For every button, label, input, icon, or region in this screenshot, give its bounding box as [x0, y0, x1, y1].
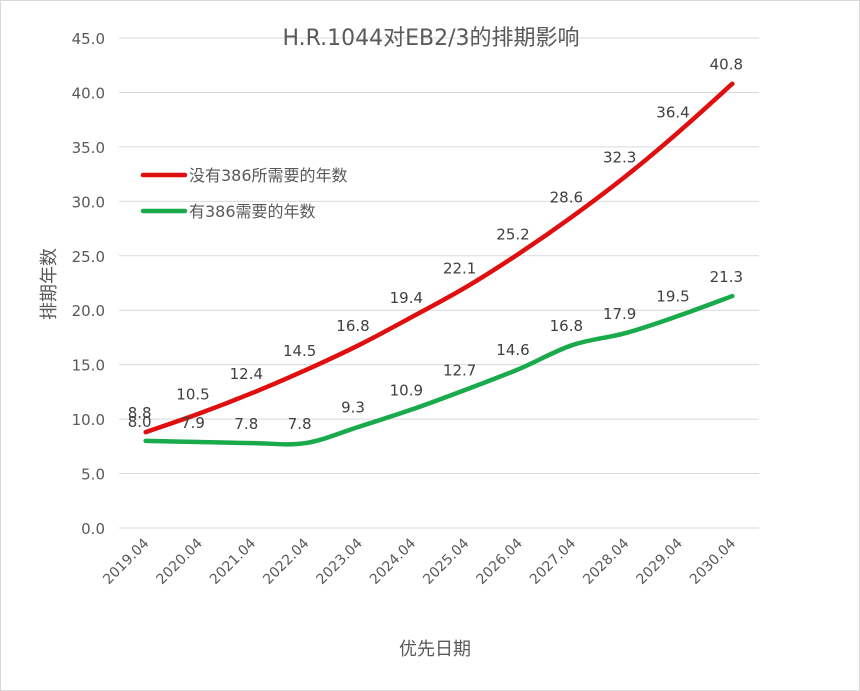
x-tick-label: 2024.04	[367, 535, 419, 587]
x-tick-label: 2020.04	[154, 535, 206, 587]
data-label: 22.1	[443, 259, 476, 277]
x-tick-label: 2029.04	[634, 535, 686, 587]
data-label: 8.8	[128, 404, 152, 422]
x-tick-label: 2023.04	[314, 535, 366, 587]
x-tick-label: 2030.04	[687, 535, 739, 587]
x-tick-labels: 2019.04 2020.04 2021.04 2022.04 2023.04 2024.…	[100, 535, 739, 587]
x-tick-label: 2027.04	[527, 535, 579, 587]
y-tick-label: 40.0	[72, 84, 105, 102]
x-tick-label: 2026.04	[474, 535, 526, 587]
data-label: 16.8	[550, 317, 583, 335]
y-tick-label: 5.0	[81, 466, 105, 484]
x-tick-label: 2021.04	[207, 535, 259, 587]
y-tick-label: 35.0	[72, 139, 105, 157]
y-tick-label: 0.0	[81, 520, 105, 538]
data-label: 12.7	[443, 362, 476, 380]
data-label: 7.9	[181, 414, 205, 432]
data-label: 19.4	[390, 289, 423, 307]
data-label: 40.8	[710, 56, 743, 74]
y-tick-label: 15.0	[72, 357, 105, 375]
data-label: 8.0	[128, 413, 152, 431]
x-tick-label: 2019.04	[100, 535, 152, 587]
data-label: 14.5	[283, 342, 316, 360]
data-label: 9.3	[341, 399, 365, 417]
data-label: 10.9	[390, 381, 423, 399]
data-label: 14.6	[496, 341, 529, 359]
data-label: 19.5	[656, 288, 689, 306]
x-tick-label: 2028.04	[580, 535, 632, 587]
data-label: 12.4	[230, 365, 263, 383]
gridlines	[119, 37, 759, 529]
data-labels: 8.8 10.5 12.4 14.5 16.8 19.4 22.1 25.2 28.6 32.3 3…	[128, 56, 743, 433]
y-tick-label: 25.0	[72, 248, 105, 266]
chart-title: H.R.1044对EB2/3的排期影响	[282, 26, 579, 51]
series-line-0	[143, 81, 735, 435]
x-tick-label: 2025.04	[420, 535, 472, 587]
x-axis-label: 优先日期	[399, 639, 471, 660]
data-label: 10.5	[176, 386, 209, 404]
data-label: 7.8	[234, 415, 258, 433]
legend-label: 有386需要的年数	[189, 202, 316, 221]
data-label: 7.8	[288, 415, 312, 433]
legend-label: 没有386所需要的年数	[189, 166, 348, 185]
y-axis-label: 排期年数	[39, 248, 60, 320]
data-label: 36.4	[656, 104, 689, 122]
y-tick-labels: 0.0 5.0 10.0 15.0 20.0 25.0 30.0 35.0 40.0 45.0	[72, 30, 105, 538]
x-tick-label: 2022.04	[260, 535, 312, 587]
data-label: 17.9	[603, 305, 636, 323]
data-label: 32.3	[603, 148, 636, 166]
series-line-1	[143, 293, 735, 447]
y-tick-label: 30.0	[72, 193, 105, 211]
y-tick-label: 20.0	[72, 302, 105, 320]
series-lines	[143, 81, 735, 447]
data-label: 28.6	[550, 189, 583, 207]
data-label: 16.8	[336, 317, 369, 335]
y-tick-label: 45.0	[72, 30, 105, 48]
data-label: 25.2	[496, 226, 529, 244]
data-label: 21.3	[710, 268, 743, 286]
y-tick-label: 10.0	[72, 411, 105, 429]
